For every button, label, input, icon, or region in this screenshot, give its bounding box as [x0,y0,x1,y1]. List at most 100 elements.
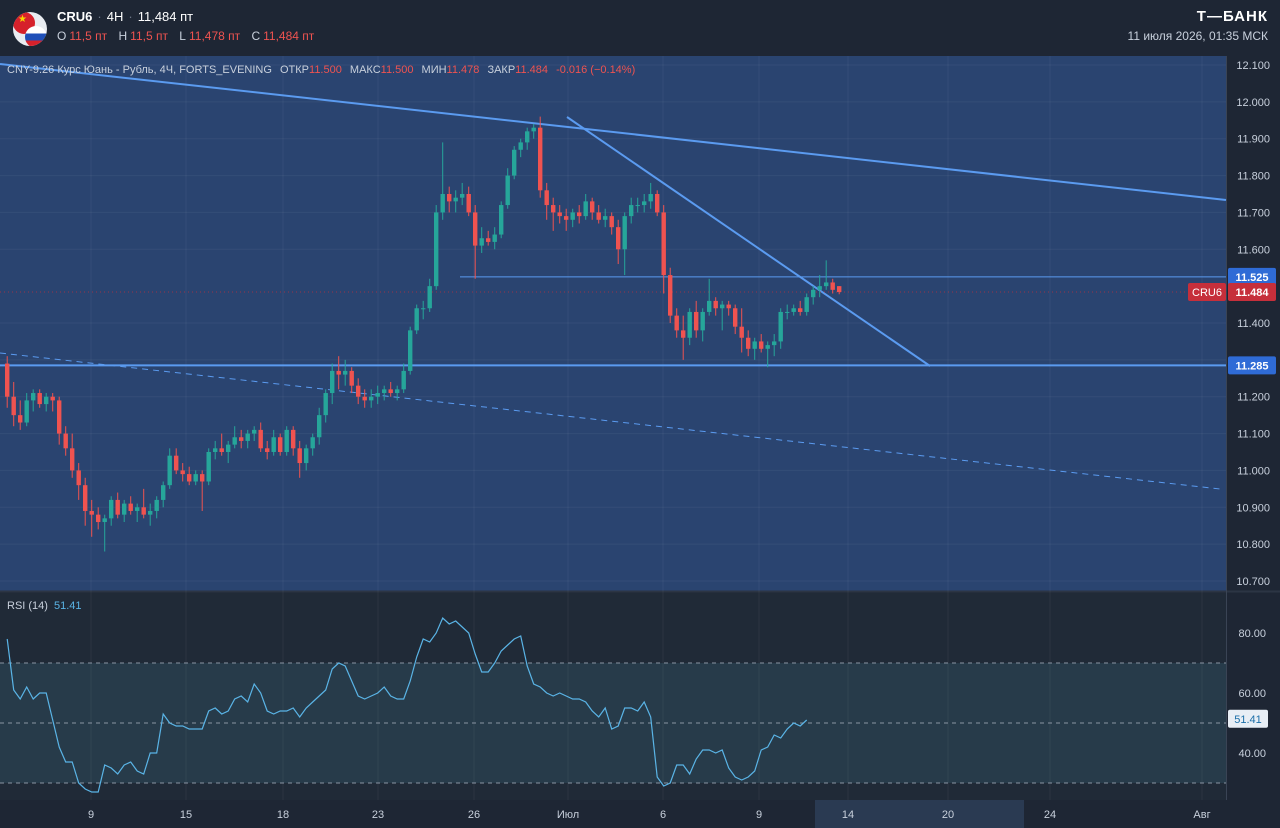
candle-body [544,190,549,206]
candle-body [226,444,231,452]
candle-body [232,437,237,445]
level-upper-tag-bg [1228,267,1276,286]
ticker-tag: CRU6 [1192,287,1222,299]
candle-body [694,311,699,331]
candle-body [349,370,354,386]
y-tick-label: 11.600 [1237,244,1270,256]
candle-body [180,470,185,475]
candle-body [804,297,809,312]
candle-body [122,503,127,515]
candle-body [388,389,393,394]
candle-body [687,311,692,338]
candle-body [70,448,75,471]
legend-open-label: ОТКР [279,64,310,76]
high-label: H [118,29,128,43]
candle-body [219,448,224,452]
candle-body [726,304,731,309]
candle-body [427,286,432,309]
y-tick-label: 11.700 [1237,207,1270,219]
rsi-legend-label: RSI (14) [7,600,48,612]
instrument-name: CNY-9.26 Курс Юань - Рубль, 4Ч, FORTS_EV… [7,64,272,76]
candle-body [245,433,250,441]
x-tick-label: 15 [180,809,192,821]
price-pane-background [0,56,1226,591]
candle-body [603,216,608,220]
level-lower-tag-bg [1228,356,1276,375]
rsi-legend-value: 51.41 [53,600,82,612]
candle-body [375,393,380,397]
y-tick-label: 11.900 [1237,134,1270,146]
candle-body [674,315,679,331]
candle-body [115,499,120,515]
candle-body [720,304,725,309]
candle-body [434,212,439,287]
x-tick-label: 14 [842,809,854,821]
x-tick-label: Июл [557,809,579,821]
candle-body [479,238,484,246]
close-label: C [251,29,261,43]
rsi-tick-label: 60.00 [1238,688,1266,700]
y-tick-label: 12.100 [1236,60,1270,72]
candle-body [642,201,647,206]
y-tick-label: 11.000 [1237,465,1270,477]
resistance-trendline [0,63,1227,201]
candle-body [310,437,315,449]
candle-body [778,311,783,342]
candle-body [239,437,244,441]
timeframe-label[interactable]: 4H [106,9,124,24]
price-axis-background [1226,56,1280,800]
candle-body [76,470,81,486]
x-tick-label: 24 [1044,809,1056,821]
candle-body [330,370,335,394]
candle-body [369,396,374,401]
legend-high-value: 11.500 [380,64,414,76]
ohlc-row: O 11,5 пт H 11,5 пт L 11,478 пт C 11,484 пт [57,29,322,43]
candle-body [421,308,426,310]
candle-body [817,286,822,290]
candle-body [382,389,387,394]
ticker-symbol[interactable]: CRU6 [57,9,93,24]
rsi-tick-label: 80.00 [1238,628,1266,640]
open-label: O [57,29,67,43]
candle-body [746,337,751,349]
candle-body [5,363,10,397]
y-tick-label: 10.800 [1236,539,1270,551]
currency-pair-flag-icon: ★ [13,12,47,46]
candle-body [577,212,582,217]
candle-body [323,393,328,416]
candle-body [635,205,640,207]
candle-body [681,330,686,338]
descending-trendline [566,116,931,367]
x-tick-label: 9 [88,809,94,821]
candle-body [525,131,530,143]
x-tick-label: 20 [942,809,954,821]
candle-body [707,300,712,312]
candle-body [460,194,465,198]
y-tick-label: 11.400 [1237,318,1270,330]
candle-body [791,308,796,312]
candle-body [297,448,302,464]
candle-body [401,370,406,390]
candle-body [655,194,660,213]
candle-body [154,499,159,511]
candle-body [362,396,367,401]
candle-body [187,474,192,482]
candle-body [590,201,595,213]
candle-body [538,127,543,191]
legend-high-label: МАКС [349,64,381,76]
y-tick-label: 12.000 [1236,97,1270,109]
legend-close-label: ЗАКР [487,64,516,76]
y-tick-label: 10.900 [1236,502,1270,514]
candle-body [447,194,452,202]
y-tick-label: 11.800 [1237,171,1270,183]
candle-body [265,448,270,452]
current-price: 11,484 пт [137,9,194,24]
candle-body [193,474,198,482]
rsi-value-tag: 51.41 [1234,714,1262,726]
x-tick-label: 23 [372,809,384,821]
candle-body [102,518,107,523]
candle-body [811,289,816,298]
candle-body [629,205,634,217]
candle-body [713,300,718,309]
